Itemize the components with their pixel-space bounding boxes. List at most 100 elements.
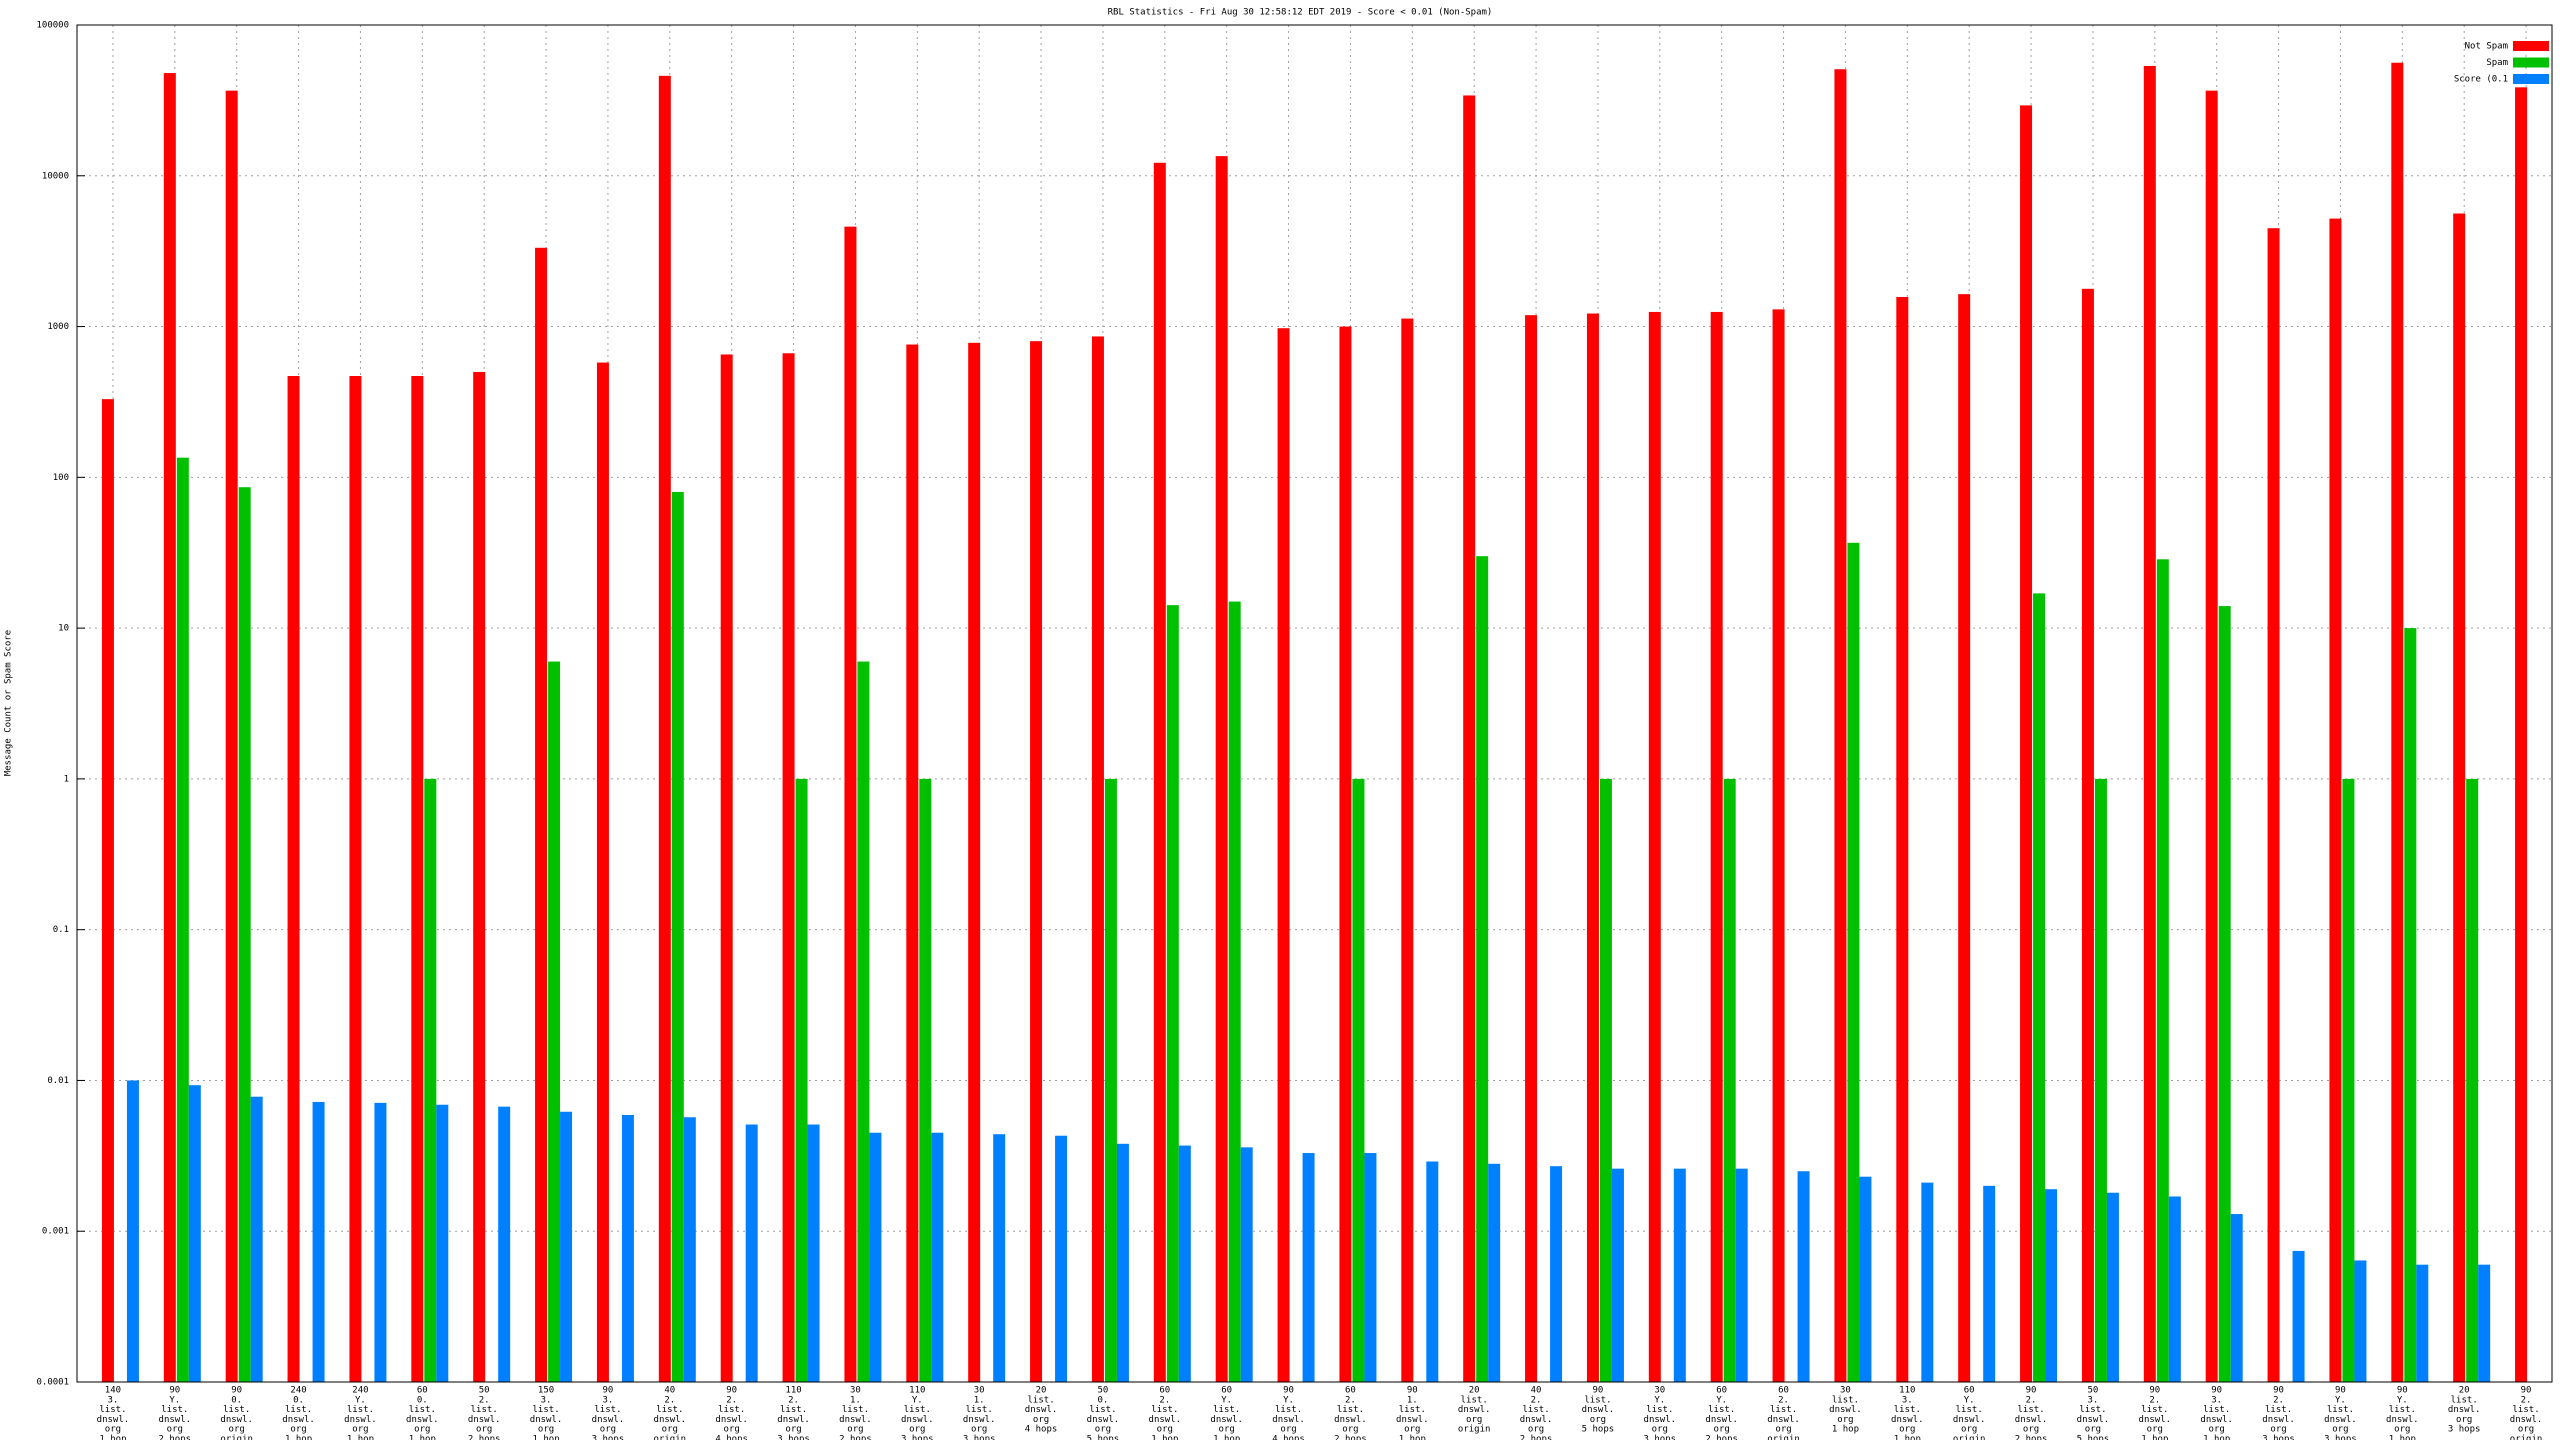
bar	[621, 1114, 634, 1382]
x-tick-label: list.	[904, 1405, 931, 1415]
x-tick-label: 2.	[1778, 1395, 1789, 1405]
bar	[1735, 1168, 1748, 1382]
x-tick-label: 1 hop	[2203, 1435, 2230, 1440]
bar	[1364, 1153, 1377, 1382]
bar	[1302, 1153, 1315, 1382]
x-tick-label: 2 hops	[1334, 1435, 1367, 1440]
bar	[782, 353, 795, 1382]
x-tick-label: 150	[538, 1386, 554, 1396]
bar	[188, 1085, 201, 1382]
bar	[795, 778, 808, 1382]
x-tick-label: dnswl.	[159, 1415, 192, 1425]
bar	[2156, 559, 2169, 1382]
bar	[1648, 311, 1661, 1383]
x-tick-label: org	[971, 1425, 987, 1435]
y-tick-label: 1000	[47, 322, 69, 332]
x-tick-label: 2.	[1345, 1395, 1356, 1405]
x-tick-label: list.	[1894, 1405, 1921, 1415]
x-tick-label: list.	[1646, 1405, 1673, 1415]
x-tick-label: org	[2023, 1425, 2039, 1435]
x-tick-label: dnswl.	[1334, 1415, 1367, 1425]
legend-swatch	[2513, 57, 2549, 68]
x-tick-label: org	[1157, 1425, 1173, 1435]
x-tick-label: org	[1095, 1425, 1111, 1435]
x-tick-label: 1.	[850, 1395, 861, 1405]
x-tick-label: dnswl.	[1520, 1415, 1553, 1425]
x-tick-label: list.	[1584, 1395, 1611, 1405]
x-tick-label: 1 hop	[1151, 1435, 1178, 1440]
x-tick-label: list.	[2018, 1405, 2045, 1415]
x-tick-label: 90	[603, 1386, 614, 1396]
x-tick-label: 3 hops	[1644, 1435, 1677, 1440]
x-tick-label: dnswl.	[220, 1415, 253, 1425]
x-tick-label: 30	[850, 1386, 861, 1396]
bar	[2143, 65, 2156, 1382]
bar	[1488, 1163, 1501, 1382]
x-tick-label: org	[1775, 1425, 1791, 1435]
x-tick-label: 1 hop	[2389, 1435, 2416, 1440]
bar	[1476, 556, 1489, 1382]
x-tick-label: list.	[718, 1405, 745, 1415]
bar	[2453, 213, 2466, 1383]
x-tick-label: origin	[1458, 1425, 1491, 1435]
x-tick-label: Y.	[2397, 1395, 2408, 1405]
bar	[1586, 313, 1599, 1382]
bar	[807, 1124, 820, 1382]
x-tick-label: 20	[1469, 1386, 1480, 1396]
x-tick-label: list.	[2389, 1405, 2416, 1415]
x-tick-label: 2 hops	[839, 1435, 872, 1440]
x-tick-label: 3.	[2088, 1395, 2099, 1405]
x-tick-label: 2 hops	[159, 1435, 192, 1440]
bar	[2466, 778, 2479, 1382]
x-tick-label: dnswl.	[406, 1415, 439, 1425]
x-tick-label: 3.	[541, 1395, 552, 1405]
x-tick-label: 30	[1840, 1386, 1851, 1396]
legend-label: Not Spam	[2465, 42, 2508, 52]
bar	[287, 375, 300, 1382]
y-tick-label: 0.001	[42, 1227, 69, 1237]
x-tick-label: 2.	[1531, 1395, 1542, 1405]
x-tick-label: dnswl.	[2510, 1415, 2543, 1425]
x-tick-label: 2.	[2026, 1395, 2037, 1405]
bar	[1859, 1176, 1872, 1382]
x-tick-label: 110	[909, 1386, 925, 1396]
bar	[349, 375, 362, 1382]
x-tick-label: dnswl.	[468, 1415, 501, 1425]
x-tick-label: list.	[1028, 1395, 1055, 1405]
x-tick-label: 110	[1899, 1386, 1915, 1396]
x-tick-label: 110	[785, 1386, 801, 1396]
bar	[1550, 1166, 1563, 1382]
bar	[857, 661, 870, 1382]
x-tick-label: dnswl.	[963, 1415, 996, 1425]
x-tick-label: 1 hop	[1399, 1435, 1426, 1440]
bar	[2342, 778, 2355, 1382]
x-tick-label: list.	[1213, 1405, 1240, 1415]
x-tick-label: origin	[220, 1435, 253, 1440]
x-tick-label: org	[1714, 1425, 1730, 1435]
x-tick-label: org	[2209, 1425, 2225, 1435]
bar	[1215, 156, 1228, 1382]
x-tick-label: 5 hops	[2077, 1435, 2110, 1440]
x-tick-label: dnswl.	[1458, 1405, 1491, 1415]
bar	[250, 1096, 263, 1382]
bar	[1896, 297, 1909, 1382]
bar	[1277, 328, 1290, 1383]
x-tick-label: list.	[1151, 1405, 1178, 1415]
x-tick-label: dnswl.	[2077, 1415, 2110, 1425]
x-tick-label: dnswl.	[2015, 1415, 2048, 1425]
x-tick-label: 40	[664, 1386, 675, 1396]
x-tick-label: dnswl.	[1149, 1415, 1182, 1425]
bar	[2168, 1196, 2181, 1382]
bar	[1847, 542, 1860, 1382]
x-tick-label: 3.	[2211, 1395, 2222, 1405]
bar	[1772, 309, 1785, 1382]
x-tick-label: Y.	[1964, 1395, 1975, 1405]
bar	[1921, 1182, 1934, 1382]
x-tick-label: list.	[1523, 1405, 1550, 1415]
x-tick-label: 1 hop	[409, 1435, 436, 1440]
bar	[238, 487, 251, 1383]
x-tick-label: org	[1837, 1415, 1853, 1425]
x-tick-label: 2.	[479, 1395, 490, 1405]
x-tick-label: list.	[1956, 1405, 1983, 1415]
x-tick-label: 1 hop	[1832, 1425, 1859, 1435]
